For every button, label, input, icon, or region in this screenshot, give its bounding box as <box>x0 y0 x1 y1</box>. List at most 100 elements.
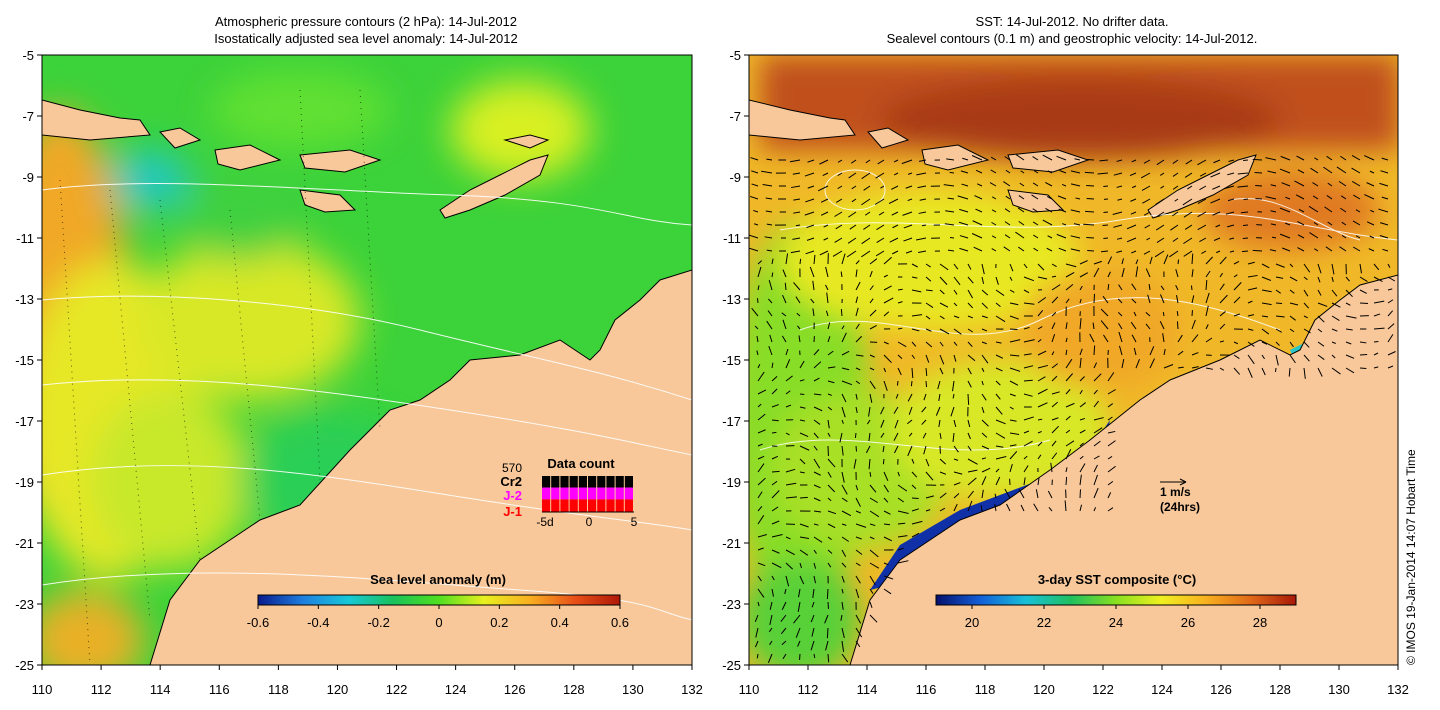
velocity-arrow <box>1023 339 1035 343</box>
velocity-arrow <box>869 614 878 623</box>
sla-land-timor <box>439 154 549 219</box>
velocity-arrow <box>939 263 949 271</box>
velocity-arrow <box>967 263 972 270</box>
velocity-arrow <box>757 455 765 460</box>
velocity-arrow <box>950 406 955 417</box>
sst-colorbar-tick-label: 26 <box>1181 615 1195 630</box>
velocity-arrow <box>766 320 773 330</box>
velocity-arrow <box>797 325 801 330</box>
velocity-arrow <box>1065 349 1068 356</box>
velocity-arrow <box>880 185 885 189</box>
velocity-arrow <box>1340 155 1347 161</box>
velocity-arrow <box>1056 233 1067 239</box>
velocity-arrow <box>813 419 821 425</box>
velocity-arrow <box>1018 220 1025 226</box>
left-xtick-label: 112 <box>91 682 112 697</box>
velocity-arrow <box>869 367 875 371</box>
velocity-arrow <box>1079 298 1082 304</box>
left-xtick-label: 120 <box>327 682 349 697</box>
velocity-arrow <box>1131 334 1137 343</box>
velocity-arrow <box>897 522 906 525</box>
geostrophic-velocity-vectors <box>749 154 1396 663</box>
velocity-arrow <box>823 224 829 228</box>
velocity-arrow <box>780 614 787 622</box>
velocity-arrow <box>841 536 850 542</box>
velocity-arrow <box>1070 248 1081 252</box>
velocity-arrow <box>952 393 955 399</box>
velocity-arrow <box>1093 389 1098 395</box>
velocity-arrow <box>1149 346 1155 356</box>
velocity-arrow <box>782 294 787 304</box>
velocity-arrow <box>925 354 930 363</box>
velocity-arrow <box>1317 276 1321 283</box>
velocity-arrow <box>827 322 831 330</box>
right-ytick-label: -23 <box>722 597 741 612</box>
velocity-arrow <box>994 493 997 499</box>
velocity-arrow <box>1141 185 1151 191</box>
velocity-arrow <box>883 367 887 373</box>
velocity-arrow <box>827 510 837 515</box>
velocity-arrow <box>1237 185 1249 188</box>
velocity-arrow <box>921 406 927 413</box>
velocity-arrow <box>1113 224 1123 228</box>
velocity-arrow <box>1093 507 1097 512</box>
velocity-arrow <box>855 640 861 648</box>
legend-j2: J-2 <box>503 488 522 503</box>
velocity-arrow <box>960 170 969 174</box>
velocity-arrow <box>751 307 759 317</box>
velocity-arrow <box>967 500 973 512</box>
velocity-arrow <box>853 458 857 469</box>
velocity-arrow <box>1093 440 1101 447</box>
velocity-arrow <box>902 211 913 216</box>
left-axis-ticks: 110 112 114 116 118 120 122 124 126 128 130 132 -5 -7… <box>15 48 703 697</box>
velocity-arrow <box>869 270 873 278</box>
count-bar-j2 <box>606 487 615 500</box>
velocity-arrow <box>865 159 871 164</box>
velocity-arrow <box>1079 455 1084 460</box>
velocity-arrow <box>1079 260 1088 265</box>
velocity-arrow <box>1364 194 1375 200</box>
velocity-arrow <box>1135 359 1141 369</box>
velocity-arrow <box>1037 364 1048 369</box>
velocity-arrow <box>868 458 871 470</box>
right-ytick-label: -15 <box>722 353 741 368</box>
velocity-arrow <box>939 354 945 365</box>
velocity-arrow <box>925 380 928 388</box>
velocity-arrow <box>1327 221 1333 226</box>
velocity-arrow <box>1172 237 1179 242</box>
velocity-arrow <box>804 172 815 177</box>
velocity-arrow <box>1227 224 1235 228</box>
velocity-arrow <box>1275 289 1281 294</box>
velocity-arrow <box>855 614 862 624</box>
velocity-arrow <box>771 575 775 581</box>
velocity-arrow <box>1009 276 1013 281</box>
velocity-arrow <box>855 296 859 304</box>
velocity-arrow <box>848 211 857 218</box>
velocity-arrow <box>855 269 858 278</box>
velocity-arrow <box>1341 235 1347 239</box>
left-xtick-label: 122 <box>386 682 408 697</box>
velocity-arrow <box>751 170 759 174</box>
velocity-arrow <box>1093 345 1096 356</box>
velocity-arrow <box>785 468 796 473</box>
count-bar-j1 <box>615 499 624 512</box>
sst-land-timor <box>1147 154 1257 219</box>
velocity-arrow <box>799 575 805 585</box>
velocity-arrow <box>855 354 864 357</box>
velocity-arrow <box>1117 311 1123 317</box>
velocity-arrow <box>1364 155 1375 161</box>
velocity-arrow <box>1131 283 1137 291</box>
sst-map <box>749 55 1398 665</box>
velocity-arrow <box>1079 402 1086 408</box>
velocity-arrow <box>967 469 978 473</box>
velocity-arrow <box>1197 211 1207 218</box>
velocity-arrow <box>855 260 860 265</box>
velocity-arrow <box>939 328 950 335</box>
velocity-arrow <box>1045 182 1053 187</box>
velocity-arrow <box>1303 302 1310 309</box>
velocity-arrow <box>855 497 861 507</box>
velocity-arrow <box>903 237 913 242</box>
velocity-arrow <box>1147 294 1151 304</box>
velocity-arrow <box>820 198 829 203</box>
velocity-arrow <box>869 523 876 527</box>
